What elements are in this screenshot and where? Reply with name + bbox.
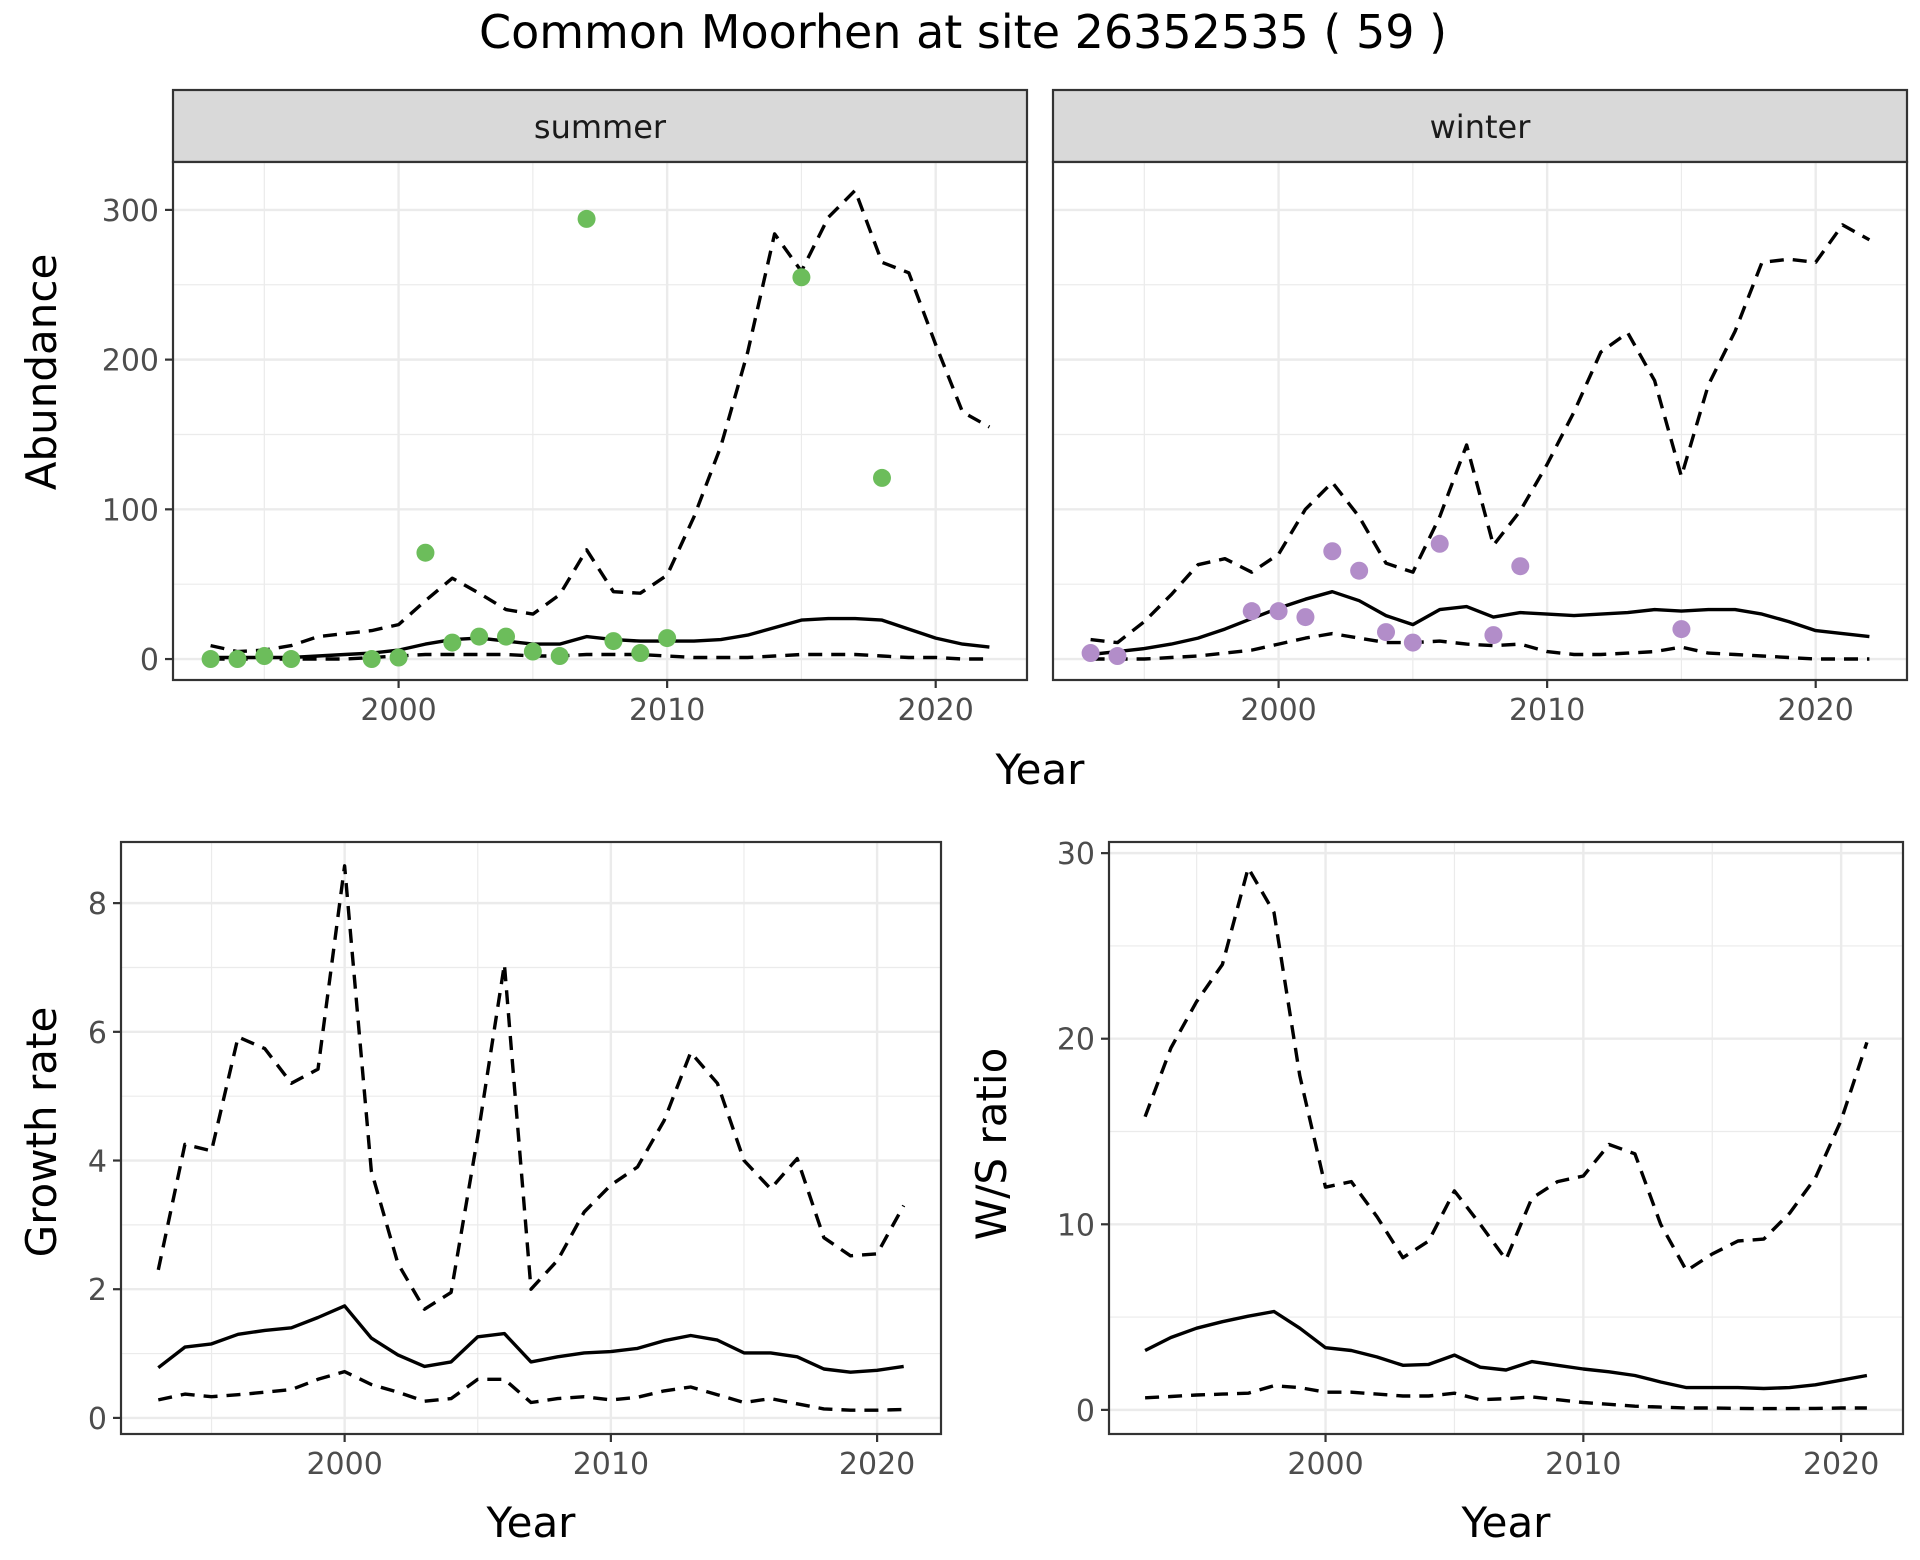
winter-observed-point xyxy=(1511,557,1530,576)
summer-x-tick-label: 2000 xyxy=(360,693,436,728)
winter-observed-point xyxy=(1081,644,1100,663)
ratio-x-tick-label: 2000 xyxy=(1287,1447,1363,1482)
summer-x-tick-label: 2020 xyxy=(898,693,974,728)
growth-x-tick-label: 2010 xyxy=(573,1447,649,1482)
summer-observed-point xyxy=(201,650,220,669)
summer-lower-bound-line xyxy=(210,652,990,661)
winter-lower-bound-line xyxy=(1090,631,1870,661)
summer-observed-point xyxy=(443,633,462,652)
growth-rate-panel: 2000 2010 2020 0 2 4 6 8 xyxy=(88,840,943,1482)
winter-observed-point xyxy=(1108,647,1127,666)
growth-y-tick-label: 4 xyxy=(88,1145,107,1180)
summer-y-tick-label: 100 xyxy=(102,493,159,528)
winter-grid xyxy=(1053,162,1907,680)
ratio-y-tick-label: 30 xyxy=(1057,837,1095,872)
ratio-plot-area xyxy=(1109,842,1903,1434)
summer-observed-point xyxy=(228,650,247,669)
ratio-x-tick-label: 2020 xyxy=(1803,1447,1879,1482)
winter-strip xyxy=(1051,88,1909,164)
winter-observed-point xyxy=(1269,602,1288,621)
summer-observed-point xyxy=(631,644,650,663)
ratio-x-axis-title: Year xyxy=(1461,1498,1552,1547)
winter-x-tick-label: 2020 xyxy=(1778,693,1854,728)
summer-plot-area xyxy=(173,162,1027,680)
growth-panel-border xyxy=(119,840,943,1436)
summer-observed-point xyxy=(389,648,408,667)
winter-observed-point xyxy=(1323,542,1342,561)
growth-y-tick-label: 6 xyxy=(88,1016,107,1051)
growth-y-tick-label: 8 xyxy=(88,887,107,922)
summer-observed-point xyxy=(872,468,891,487)
summer-mean-line xyxy=(210,616,990,660)
winter-observed-point xyxy=(1484,626,1503,645)
summer-observed-point xyxy=(282,650,301,669)
ratio-y-tick-label: 20 xyxy=(1057,1023,1095,1058)
summer-strip xyxy=(171,88,1029,164)
growth-y-axis-title: Growth rate xyxy=(17,1007,66,1258)
summer-y-tick-label: 300 xyxy=(102,194,159,229)
winter-observed-point xyxy=(1430,534,1449,553)
summer-y-tick-label: 0 xyxy=(140,643,159,678)
summer-observed-point xyxy=(550,647,569,666)
winter-x-tick-label: 2010 xyxy=(1509,693,1585,728)
ratio-lower-bound-line xyxy=(1145,1383,1867,1411)
summer-observed-point xyxy=(470,627,489,646)
chart-title: Common Moorhen at site 26352535 ( 59 ) xyxy=(479,5,1447,59)
winter-panel-border xyxy=(1051,160,1909,682)
summer-observed-point xyxy=(362,650,381,669)
growth-plot-area xyxy=(121,842,941,1434)
summer-upper-bound-line xyxy=(210,188,991,654)
winter-x-tick-label: 2000 xyxy=(1240,693,1316,728)
ratio-upper-bound-line xyxy=(1143,866,1869,1273)
growth-upper-bound-line xyxy=(156,864,906,1311)
top-x-axis-title: Year xyxy=(995,745,1086,794)
summer-observed-point xyxy=(255,647,274,666)
ws-ratio-panel: 2000 2010 2020 0 10 20 30 xyxy=(1057,837,1905,1482)
growth-x-axis-title: Year xyxy=(486,1498,577,1547)
summer-observed-point xyxy=(658,629,677,648)
winter-plot-area xyxy=(1053,162,1907,680)
ratio-panel-border xyxy=(1107,840,1905,1436)
growth-y-tick-label: 0 xyxy=(88,1402,107,1437)
winter-strip-label: winter xyxy=(1430,108,1532,146)
winter-upper-bound-line xyxy=(1090,223,1871,645)
growth-y-tick-label: 2 xyxy=(88,1273,107,1308)
ratio-y-tick-label: 0 xyxy=(1076,1394,1095,1429)
ratio-mean-line xyxy=(1144,1309,1868,1391)
summer-observed-point xyxy=(577,209,596,228)
top-y-axis-title: Abundance xyxy=(17,254,66,491)
ratio-grid xyxy=(1109,842,1903,1434)
ratio-x-tick-label: 2010 xyxy=(1545,1447,1621,1482)
summer-abundance-panel: summer 2000 2010 2020 0 100 200 300 xyxy=(102,88,1029,728)
summer-observed-point xyxy=(416,543,435,562)
summer-strip-label: summer xyxy=(534,108,667,146)
summer-observed-point xyxy=(523,642,542,661)
summer-y-tick-label: 200 xyxy=(102,344,159,379)
winter-mean-line xyxy=(1090,590,1870,657)
summer-observed-point xyxy=(497,627,516,646)
summer-panel-border xyxy=(171,160,1029,682)
growth-mean-line xyxy=(157,1304,904,1374)
winter-observed-point xyxy=(1403,633,1422,652)
winter-observed-point xyxy=(1350,561,1369,580)
winter-abundance-panel: winter 2000 2010 2020 xyxy=(1051,88,1909,728)
winter-observed-point xyxy=(1242,602,1261,621)
winter-observed-point xyxy=(1296,608,1315,627)
ratio-y-tick-label: 10 xyxy=(1057,1208,1095,1243)
summer-observed-point xyxy=(604,632,623,651)
ratio-y-axis-title: W/S ratio xyxy=(967,1048,1016,1241)
growth-x-tick-label: 2020 xyxy=(839,1447,915,1482)
summer-observed-point xyxy=(792,268,811,287)
growth-x-tick-label: 2000 xyxy=(306,1447,382,1482)
winter-observed-point xyxy=(1672,620,1691,639)
summer-x-tick-label: 2010 xyxy=(629,693,705,728)
winter-observed-point xyxy=(1377,623,1396,642)
growth-lower-bound-line xyxy=(157,1369,904,1412)
